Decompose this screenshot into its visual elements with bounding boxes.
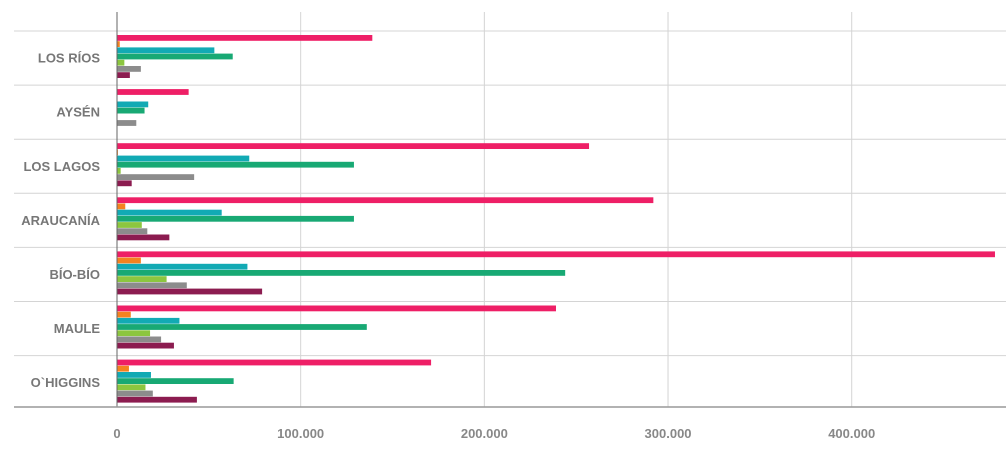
bar bbox=[117, 53, 233, 60]
bar bbox=[117, 120, 137, 126]
bar bbox=[117, 311, 131, 318]
bar bbox=[117, 257, 141, 264]
bar bbox=[117, 180, 132, 187]
bar bbox=[117, 390, 153, 397]
bars bbox=[117, 35, 995, 403]
category-label: BÍO-BÍO bbox=[49, 267, 100, 282]
bar bbox=[117, 234, 170, 241]
x-tick-label: 100.000 bbox=[277, 426, 324, 441]
bar bbox=[117, 47, 215, 54]
bar bbox=[117, 305, 556, 312]
category-label: MAULE bbox=[54, 321, 101, 336]
bar bbox=[117, 270, 566, 276]
bar bbox=[117, 203, 126, 210]
bar bbox=[117, 330, 151, 337]
bar bbox=[117, 276, 167, 282]
axes bbox=[14, 12, 1006, 408]
bar bbox=[117, 378, 234, 384]
bar bbox=[117, 107, 145, 114]
x-tick-label: 0 bbox=[113, 426, 120, 441]
bar bbox=[117, 384, 146, 391]
x-tick-label: 300.000 bbox=[645, 426, 692, 441]
category-label: AYSÉN bbox=[56, 105, 100, 120]
bar bbox=[117, 197, 654, 204]
bar bbox=[117, 396, 197, 403]
bar bbox=[117, 209, 222, 216]
bar bbox=[117, 365, 129, 372]
labels: 0 100.000 200.000 300.000 400.000 LOS RÍOS AYS… bbox=[21, 51, 875, 441]
bar bbox=[117, 324, 367, 330]
bar bbox=[117, 317, 180, 324]
bar bbox=[117, 35, 373, 41]
bar bbox=[117, 72, 130, 78]
bar bbox=[117, 228, 148, 235]
bar bbox=[117, 359, 432, 366]
bar bbox=[117, 288, 263, 295]
bar bbox=[117, 59, 125, 66]
category-label: O`HIGGINS bbox=[31, 375, 101, 390]
category-label: LOS LAGOS bbox=[23, 159, 100, 174]
bar bbox=[117, 222, 142, 228]
gridlines bbox=[14, 12, 1006, 407]
bar bbox=[117, 155, 250, 162]
bar bbox=[117, 89, 189, 95]
bar bbox=[117, 263, 248, 270]
bar bbox=[117, 168, 121, 174]
x-tick-label: 200.000 bbox=[461, 426, 508, 441]
bar bbox=[117, 101, 149, 108]
category-label: LOS RÍOS bbox=[38, 51, 100, 66]
bar bbox=[117, 336, 162, 343]
bar bbox=[117, 66, 141, 72]
category-label: ARAUCANÍA bbox=[21, 213, 100, 228]
bar bbox=[117, 282, 187, 289]
bar bbox=[117, 215, 354, 222]
x-tick-label: 400.000 bbox=[828, 426, 875, 441]
bar bbox=[117, 41, 120, 47]
bar bbox=[117, 342, 174, 349]
bar bbox=[117, 174, 195, 180]
bar bbox=[117, 251, 995, 258]
bar bbox=[117, 143, 590, 149]
bar bbox=[117, 161, 354, 168]
bar bbox=[117, 372, 151, 378]
